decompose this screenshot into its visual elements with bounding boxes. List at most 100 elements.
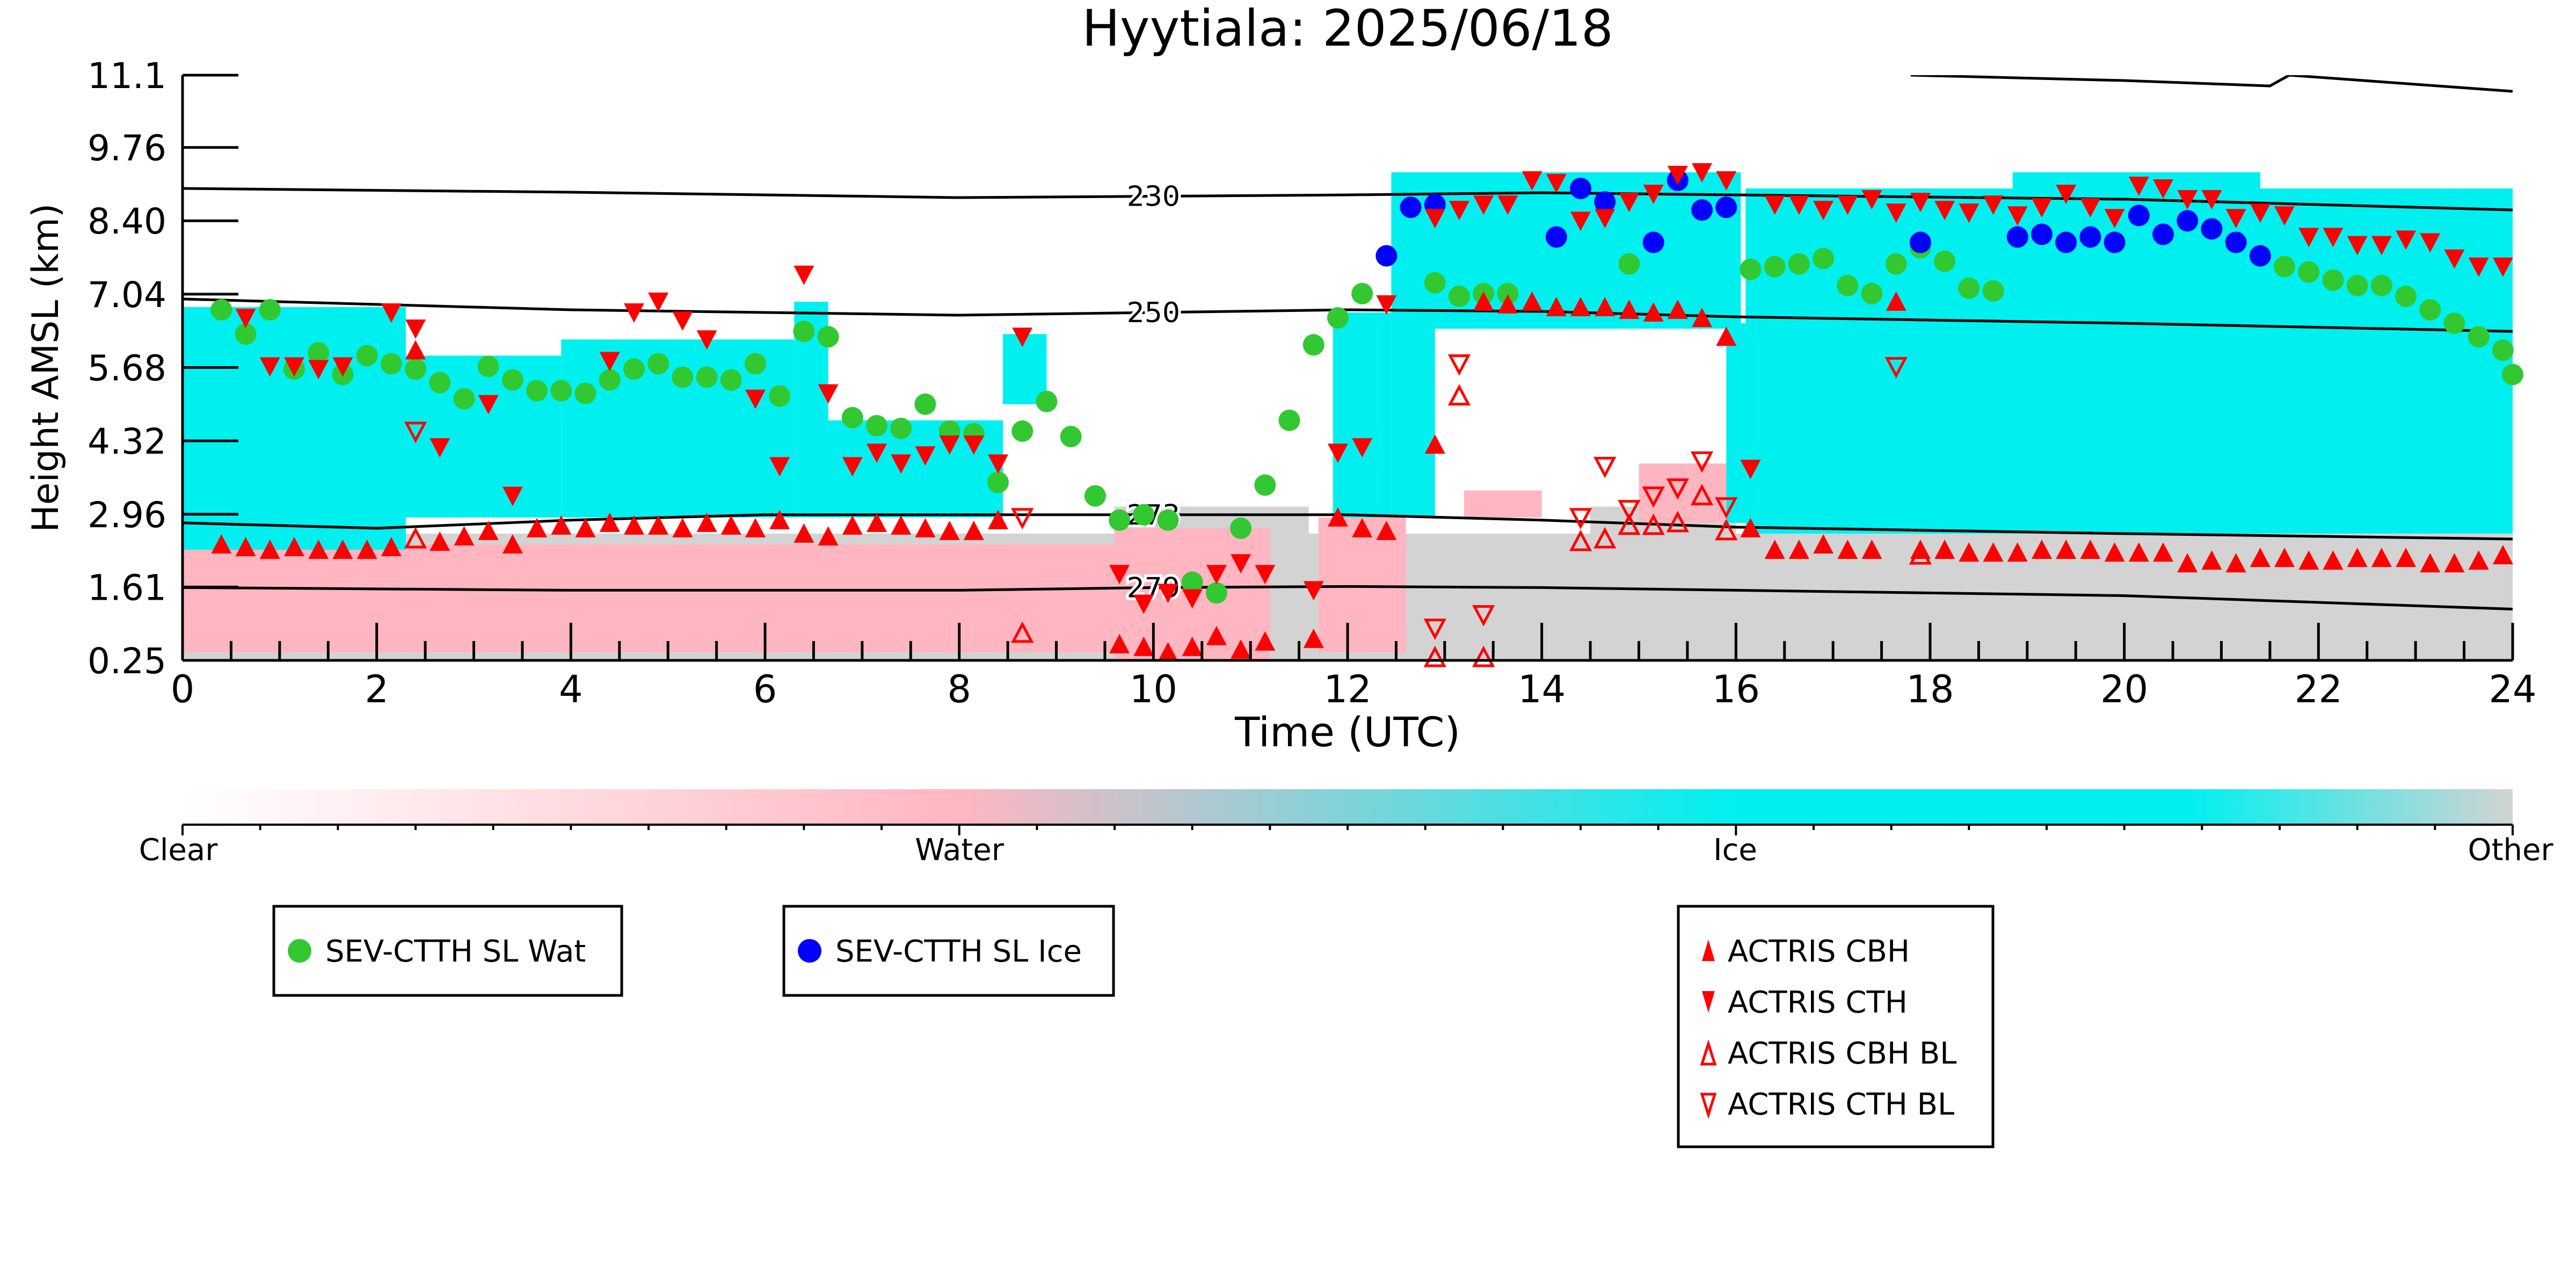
marker-actris-cbh <box>818 526 839 545</box>
marker-sev-ctth-sl-wat <box>1254 474 1276 496</box>
marker-actris-cbh-bl <box>1909 543 1932 565</box>
marker-actris-cbh <box>2056 540 2077 559</box>
marker-actris-cth <box>235 309 256 329</box>
marker-sev-ctth-sl-wat <box>1012 420 1034 442</box>
cloud-phase-field <box>183 172 2513 660</box>
marker-actris-cbh <box>1788 540 1809 559</box>
marker-actris-cth <box>2347 236 2368 256</box>
marker-actris-cbh <box>2250 548 2271 567</box>
marker-actris-cth-bl <box>1642 486 1665 508</box>
marker-sev-ctth-sl-ice <box>1400 197 1422 219</box>
marker-actris-cth <box>2007 206 2028 226</box>
marker-actris-cbh <box>1764 540 1785 559</box>
marker-actris-cbh-bl <box>1423 645 1446 667</box>
marker-actris-cth <box>745 389 766 409</box>
marker-actris-cth <box>1934 201 1955 221</box>
legend-label-actris-cth-bl: ACTRIS CTH BL <box>1728 1087 1954 1122</box>
marker-actris-cth-bl <box>1423 618 1446 641</box>
marker-actris-cth <box>1861 190 1882 210</box>
marker-actris-cth <box>2468 257 2489 277</box>
marker-sev-ctth-sl-ice <box>2201 218 2223 240</box>
marker-actris-cth <box>842 457 863 477</box>
marker-actris-cth <box>2396 230 2417 250</box>
marker-actris-cbh <box>1595 296 1616 316</box>
x-tick-label: 12 <box>1323 667 1371 711</box>
marker-sev-ctth-sl-ice <box>1594 191 1616 213</box>
marker-actris-cbh <box>1716 326 1737 346</box>
x-tick-label: 10 <box>1130 667 1177 711</box>
marker-actris-cbh <box>1959 542 1980 562</box>
marker-actris-cbh <box>430 531 450 551</box>
marker-sev-ctth-sl-ice <box>1909 231 1931 253</box>
marker-sev-ctth-sl-wat <box>2502 363 2523 385</box>
marker-sev-ctth-sl-wat <box>1351 282 1373 304</box>
marker-actris-cth <box>1570 212 1591 231</box>
marker-actris-cth <box>2492 257 2513 277</box>
marker-sev-ctth-sl-wat <box>235 323 257 345</box>
marker-actris-cth <box>1546 173 1567 193</box>
marker-sev-ctth-sl-ice <box>2249 245 2271 267</box>
marker-actris-cth <box>430 438 450 458</box>
y-tick-label: 2.96 <box>88 494 166 536</box>
marker-actris-cbh <box>1570 296 1591 316</box>
marker-actris-cth <box>599 352 620 372</box>
marker-actris-cbh <box>745 518 766 537</box>
marker-actris-cth <box>1012 328 1033 347</box>
marker-actris-cbh <box>2128 542 2149 562</box>
marker-actris-cbh <box>259 540 280 559</box>
marker-actris-cbh <box>988 510 1008 529</box>
marker-sev-ctth-sl-wat <box>720 369 742 391</box>
x-tick-label: 8 <box>947 667 971 711</box>
marker-actris-cbh <box>405 340 426 360</box>
marker-sev-ctth-sl-ice <box>2104 231 2126 253</box>
marker-sev-ctth-sl-ice <box>1545 226 1567 248</box>
marker-actris-cth <box>1837 195 1858 215</box>
marker-actris-cth-bl <box>1618 500 1641 522</box>
marker-actris-cth <box>1497 195 1518 215</box>
marker-actris-cbh <box>2323 550 2344 570</box>
marker-sev-ctth-sl-wat <box>1424 272 1446 294</box>
marker-sev-ctth-sl-wat <box>914 393 936 415</box>
marker-actris-cth <box>1182 589 1203 609</box>
marker-actris-cbh <box>1522 291 1542 311</box>
marker-actris-cth <box>2104 209 2125 229</box>
colorbar-ticks <box>181 825 2514 835</box>
legend-marker-actris-cbh-bl <box>1700 1039 1717 1066</box>
marker-sev-ctth-sl-wat <box>793 321 815 343</box>
marker-sev-ctth-sl-wat <box>1230 517 1252 539</box>
marker-actris-cth <box>1352 438 1373 458</box>
marker-actris-cbh <box>1813 534 1834 554</box>
marker-actris-cth <box>1959 203 1980 223</box>
marker-actris-cbh <box>356 540 377 559</box>
marker-actris-cbh <box>1546 296 1567 316</box>
marker-actris-cbh <box>381 537 402 557</box>
marker-actris-cbh <box>502 534 523 554</box>
marker-actris-cbh <box>599 512 620 532</box>
marker-sev-ctth-sl-wat <box>1618 253 1640 275</box>
marker-actris-cbh <box>2371 548 2392 567</box>
water-cloud-region <box>1639 463 1736 523</box>
marker-sev-ctth-sl-wat <box>2370 274 2392 296</box>
x-tick-label: 4 <box>559 667 583 711</box>
marker-actris-cth <box>1231 554 1251 574</box>
legend-sev-water: SEV-CTTH SL Wat <box>272 905 623 997</box>
marker-actris-cth <box>1886 203 1906 223</box>
marker-actris-cbh <box>721 515 741 535</box>
marker-actris-cbh <box>1643 302 1664 322</box>
marker-actris-cbh <box>963 520 984 540</box>
y-tick-label: 5.68 <box>88 347 166 389</box>
y-axis-label: Height AMSL (km) <box>25 203 67 533</box>
marker-actris-cbh <box>1206 625 1227 645</box>
marker-sev-ctth-sl-wat <box>2419 299 2441 321</box>
x-tick-label: 22 <box>2295 667 2342 711</box>
legend-marker-actris-cth <box>1702 991 1715 1013</box>
marker-actris-cbh <box>794 523 814 543</box>
marker-actris-cth <box>2080 198 2101 218</box>
marker-sev-ctth-sl-wat <box>1497 282 1519 304</box>
marker-actris-cbh <box>2080 540 2101 559</box>
marker-actris-cbh <box>1837 540 1858 559</box>
marker-actris-cth-bl <box>1472 605 1495 627</box>
ice-cloud-region <box>1003 334 1047 404</box>
marker-actris-cbh <box>235 537 256 557</box>
